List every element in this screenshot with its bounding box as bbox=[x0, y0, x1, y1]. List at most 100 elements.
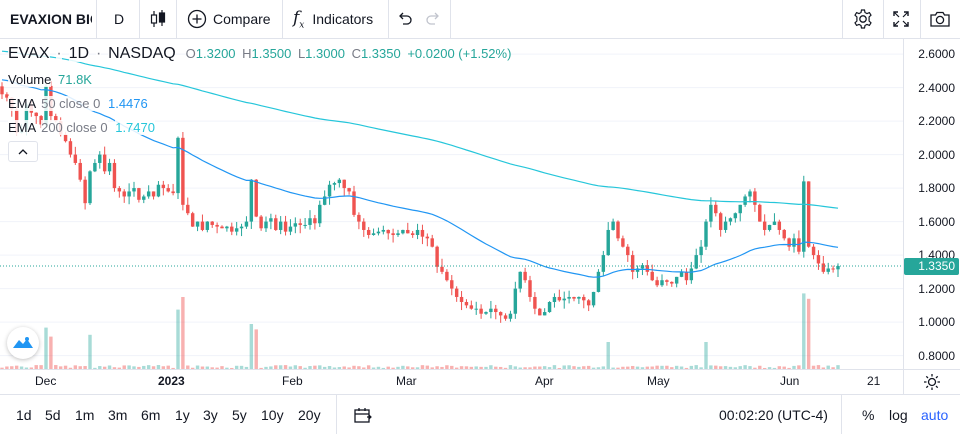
range-3y[interactable]: 3y bbox=[203, 406, 218, 423]
volume-bar bbox=[342, 366, 346, 369]
volume-bar bbox=[54, 365, 58, 369]
volume-bar bbox=[562, 365, 566, 369]
volume-bar bbox=[831, 367, 835, 369]
volume-bar bbox=[577, 366, 581, 369]
range-3m[interactable]: 3m bbox=[108, 406, 128, 423]
range-1m[interactable]: 1m bbox=[75, 406, 95, 423]
price-tick-label: 2.0000 bbox=[918, 147, 955, 162]
range-6m[interactable]: 6m bbox=[141, 406, 161, 423]
volume-bar bbox=[288, 366, 293, 369]
interval-button[interactable]: D bbox=[114, 0, 124, 38]
candle-body bbox=[572, 296, 576, 299]
volume-bar bbox=[347, 367, 351, 369]
candle-body bbox=[733, 213, 738, 219]
volume-bar bbox=[494, 366, 498, 369]
last-price-value: 1.3350 bbox=[918, 259, 955, 274]
volume-bar bbox=[440, 366, 444, 369]
volume-bar bbox=[616, 367, 620, 369]
candle-body bbox=[787, 238, 791, 247]
time-scale[interactable]: Dec 2023 Feb Mar Apr May Jun 21 bbox=[0, 369, 903, 394]
last-price-tag: 1.3350 bbox=[904, 257, 959, 275]
volume-bar bbox=[327, 366, 332, 369]
volume-bar bbox=[63, 365, 68, 369]
auto-scale-toggle[interactable]: auto bbox=[921, 406, 949, 423]
volume-bar bbox=[699, 367, 703, 369]
volume-bar bbox=[498, 366, 503, 369]
candle-body bbox=[318, 204, 322, 224]
volume-bar bbox=[366, 365, 371, 369]
range-1y[interactable]: 1y bbox=[175, 406, 190, 423]
range-5y[interactable]: 5y bbox=[232, 406, 247, 423]
low-value: 1.3000 bbox=[305, 46, 345, 61]
candle-body bbox=[538, 308, 542, 316]
volume-bar bbox=[743, 365, 747, 369]
candle-body bbox=[831, 268, 835, 270]
range-10y[interactable]: 10y bbox=[261, 406, 284, 423]
fullscreen-button[interactable] bbox=[892, 0, 910, 38]
candle-body bbox=[655, 280, 659, 286]
tradingview-logo[interactable] bbox=[7, 327, 39, 359]
volume-bar bbox=[718, 366, 723, 369]
volume-bar bbox=[215, 367, 219, 369]
candle-body bbox=[660, 280, 664, 286]
undo-button[interactable] bbox=[397, 0, 413, 38]
range-5d[interactable]: 5d bbox=[45, 406, 61, 423]
candle-body bbox=[767, 224, 772, 230]
time-label-21: 21 bbox=[867, 374, 881, 388]
volume-bar bbox=[88, 334, 92, 369]
volume-bar bbox=[58, 366, 63, 369]
volume-bar bbox=[679, 366, 684, 369]
legend-ema50[interactable]: EMA 50 close 0 1.4476 bbox=[8, 96, 148, 111]
candle-body bbox=[249, 179, 254, 222]
redo-button[interactable] bbox=[425, 0, 441, 38]
volume-bar bbox=[435, 366, 439, 369]
price-scale[interactable]: 2.6000 2.4000 2.2000 2.0000 1.8000 1.6000 1.40… bbox=[903, 39, 960, 369]
chart-type-button[interactable] bbox=[149, 0, 167, 38]
legend-volume[interactable]: Volume 71.8K bbox=[8, 72, 92, 87]
candle-body bbox=[283, 221, 288, 232]
scale-settings-button[interactable] bbox=[903, 369, 960, 394]
candle-body bbox=[78, 162, 82, 180]
candle-body bbox=[650, 271, 654, 281]
range-20y[interactable]: 20y bbox=[298, 406, 321, 423]
symbol-name: EVAXION BIO bbox=[10, 11, 92, 27]
candle-body bbox=[542, 312, 547, 316]
indicators-button[interactable]: fx Indicators bbox=[293, 0, 373, 38]
candle-body bbox=[699, 246, 703, 256]
legend-exchange: NASDAQ bbox=[108, 45, 176, 62]
candle-body bbox=[601, 255, 606, 272]
goto-date-button[interactable] bbox=[353, 395, 373, 434]
volume-bar bbox=[401, 365, 405, 369]
volume-bar bbox=[313, 365, 317, 369]
timezone-clock[interactable]: 00:02:20 (UTC-4) bbox=[719, 406, 828, 423]
volume-bar bbox=[733, 367, 738, 369]
collapse-legend-button[interactable] bbox=[8, 141, 38, 162]
volume-bar bbox=[723, 366, 728, 369]
price-chart[interactable] bbox=[0, 39, 903, 369]
percent-scale-toggle[interactable]: % bbox=[862, 406, 875, 423]
range-1d[interactable]: 1d bbox=[16, 406, 32, 423]
high-value: 1.3500 bbox=[251, 46, 292, 61]
log-scale-toggle[interactable]: log bbox=[889, 406, 908, 423]
volume-bar bbox=[518, 367, 522, 369]
settings-button[interactable] bbox=[852, 0, 874, 38]
volume-bar bbox=[337, 367, 342, 369]
candle-body bbox=[420, 229, 425, 237]
volume-bar bbox=[24, 367, 29, 369]
legend-ema200[interactable]: EMA 200 close 0 1.7470 bbox=[8, 120, 155, 135]
candle-body bbox=[264, 221, 268, 229]
candle-body bbox=[777, 221, 782, 230]
price-tick-label: 1.8000 bbox=[918, 181, 955, 196]
chart-pane[interactable]: EVAX · 1D · NASDAQ O1.3200 H1.3500 L1.30… bbox=[0, 39, 903, 369]
screenshot-button[interactable] bbox=[929, 0, 951, 38]
candle-body bbox=[195, 221, 200, 227]
candle-body bbox=[513, 288, 518, 314]
plus-circle-icon bbox=[187, 9, 207, 29]
volume-bar bbox=[376, 366, 381, 369]
symbol-search-button[interactable]: EVAXION BIO bbox=[10, 0, 92, 38]
volume-bar bbox=[748, 366, 752, 369]
volume-bar bbox=[484, 366, 488, 369]
volume-bar bbox=[445, 365, 449, 369]
candle-body bbox=[93, 162, 97, 172]
compare-button[interactable]: Compare bbox=[187, 0, 271, 38]
